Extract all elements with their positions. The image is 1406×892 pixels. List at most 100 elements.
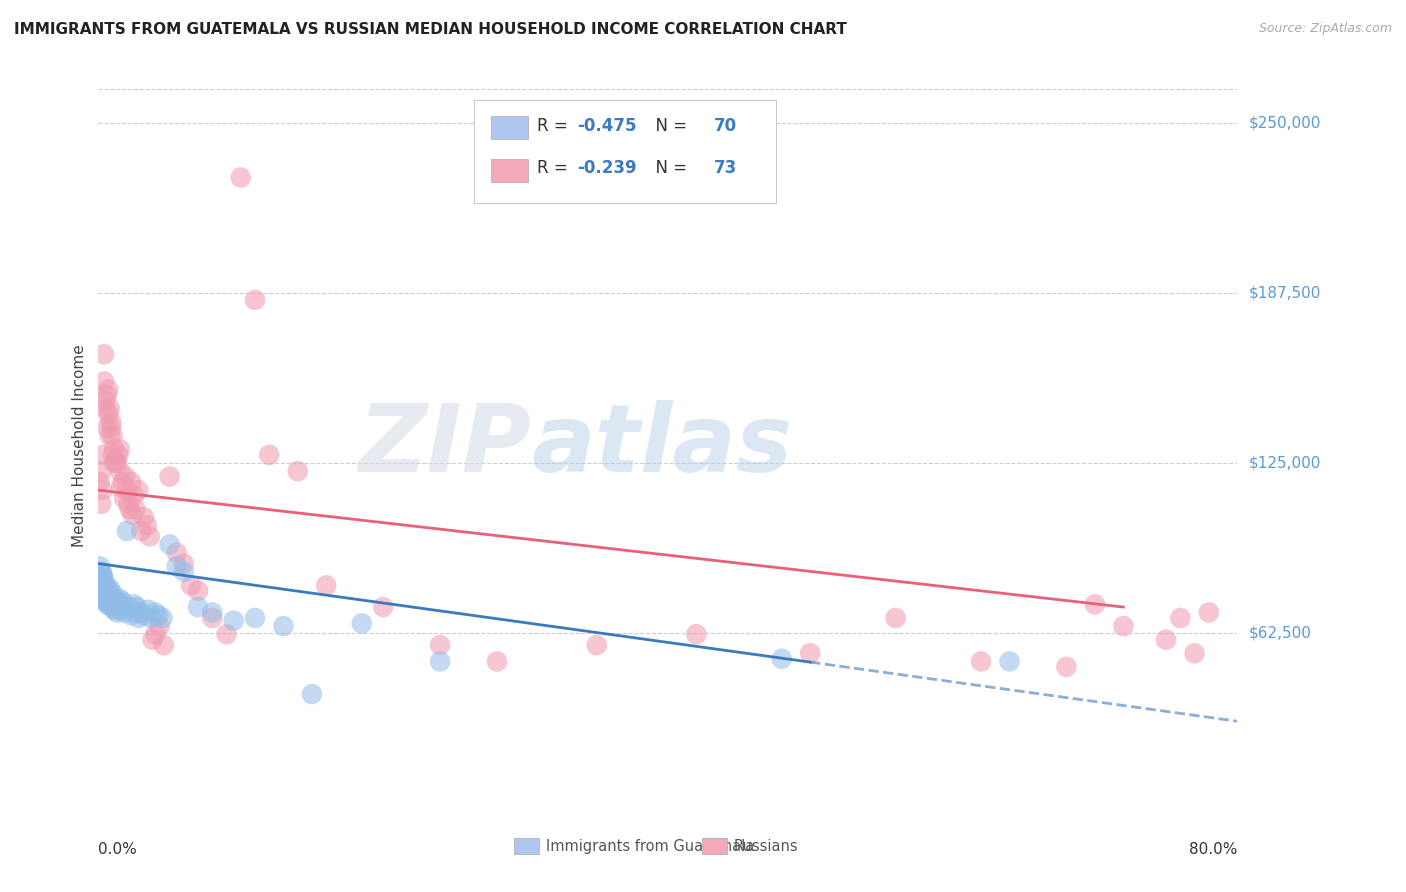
Point bbox=[100, 420, 122, 434]
Point bbox=[1084, 598, 1107, 612]
Text: 70: 70 bbox=[713, 117, 737, 135]
Text: IMMIGRANTS FROM GUATEMALA VS RUSSIAN MEDIAN HOUSEHOLD INCOME CORRELATION CHART: IMMIGRANTS FROM GUATEMALA VS RUSSIAN MED… bbox=[14, 22, 846, 37]
Text: atlas: atlas bbox=[531, 400, 793, 492]
Point bbox=[94, 583, 117, 598]
Point bbox=[149, 619, 172, 633]
Point bbox=[108, 591, 131, 606]
Point bbox=[145, 627, 167, 641]
Point bbox=[125, 600, 148, 615]
Point bbox=[93, 573, 115, 587]
Point bbox=[159, 537, 181, 551]
Point bbox=[93, 375, 115, 389]
Point bbox=[93, 589, 115, 603]
Text: Russians: Russians bbox=[734, 838, 799, 854]
Point bbox=[166, 559, 188, 574]
Point bbox=[121, 508, 143, 522]
Point bbox=[108, 603, 131, 617]
Point bbox=[127, 483, 149, 498]
Point bbox=[91, 483, 114, 498]
Text: N =: N = bbox=[645, 117, 692, 135]
Point bbox=[97, 589, 120, 603]
Point bbox=[101, 448, 124, 462]
Point bbox=[998, 655, 1021, 669]
Point bbox=[180, 578, 202, 592]
FancyBboxPatch shape bbox=[491, 116, 527, 139]
Text: R =: R = bbox=[537, 160, 572, 178]
Text: 80.0%: 80.0% bbox=[1189, 842, 1237, 857]
Point bbox=[118, 600, 141, 615]
Point bbox=[91, 581, 114, 595]
Point bbox=[287, 464, 309, 478]
Point bbox=[315, 578, 337, 592]
Point bbox=[884, 611, 907, 625]
Point bbox=[770, 651, 793, 665]
FancyBboxPatch shape bbox=[474, 100, 776, 203]
Point bbox=[90, 573, 112, 587]
Text: -0.475: -0.475 bbox=[576, 117, 637, 135]
Point bbox=[103, 442, 125, 457]
Point bbox=[93, 578, 115, 592]
Point bbox=[104, 453, 127, 467]
Point bbox=[187, 583, 209, 598]
Point bbox=[101, 586, 124, 600]
Text: 73: 73 bbox=[713, 160, 737, 178]
Point bbox=[97, 594, 120, 608]
Point bbox=[98, 401, 121, 416]
Point bbox=[117, 603, 139, 617]
Point bbox=[138, 529, 160, 543]
Point bbox=[103, 456, 125, 470]
Point bbox=[429, 638, 451, 652]
Point bbox=[114, 469, 136, 483]
Point bbox=[94, 393, 117, 408]
Point bbox=[153, 638, 176, 652]
Point bbox=[129, 524, 152, 538]
Point bbox=[159, 469, 181, 483]
Text: $187,500: $187,500 bbox=[1249, 285, 1320, 301]
Point bbox=[104, 600, 127, 615]
Point bbox=[429, 655, 451, 669]
Point bbox=[105, 456, 128, 470]
Point bbox=[187, 600, 209, 615]
Point bbox=[97, 407, 120, 421]
Point bbox=[122, 598, 145, 612]
Point bbox=[1170, 611, 1192, 625]
Text: 0.0%: 0.0% bbox=[98, 842, 138, 857]
Text: Source: ZipAtlas.com: Source: ZipAtlas.com bbox=[1258, 22, 1392, 36]
Point bbox=[90, 497, 112, 511]
Point bbox=[1112, 619, 1135, 633]
Point bbox=[89, 559, 111, 574]
Point bbox=[135, 518, 157, 533]
Text: N =: N = bbox=[645, 160, 692, 178]
Point bbox=[136, 603, 159, 617]
Point bbox=[94, 578, 117, 592]
Point bbox=[96, 420, 118, 434]
Point bbox=[486, 655, 509, 669]
Point bbox=[103, 603, 125, 617]
Point bbox=[132, 608, 155, 623]
Point bbox=[91, 591, 114, 606]
Point bbox=[120, 475, 142, 489]
Point bbox=[110, 480, 132, 494]
Point bbox=[100, 600, 122, 615]
Point bbox=[166, 546, 188, 560]
Point bbox=[301, 687, 323, 701]
Point bbox=[98, 591, 121, 606]
Text: $125,000: $125,000 bbox=[1249, 456, 1320, 470]
Point bbox=[222, 614, 245, 628]
Point bbox=[685, 627, 707, 641]
Point bbox=[110, 600, 132, 615]
Point bbox=[105, 594, 128, 608]
Y-axis label: Median Household Income: Median Household Income bbox=[72, 344, 87, 548]
Point bbox=[173, 557, 195, 571]
Text: ZIP: ZIP bbox=[359, 400, 531, 492]
Text: R =: R = bbox=[537, 117, 572, 135]
Point bbox=[124, 502, 146, 516]
Point bbox=[201, 606, 224, 620]
Point bbox=[132, 510, 155, 524]
Point bbox=[98, 581, 121, 595]
Point bbox=[105, 606, 128, 620]
Point bbox=[120, 608, 142, 623]
Point bbox=[96, 586, 118, 600]
Point bbox=[970, 655, 993, 669]
Point bbox=[148, 608, 170, 623]
